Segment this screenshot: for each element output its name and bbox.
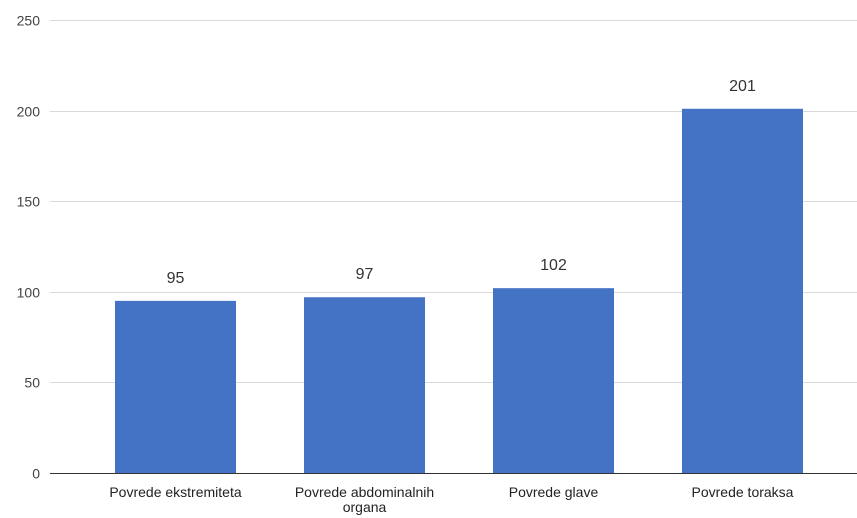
y-tick-label: 50 <box>24 375 40 391</box>
x-tick-label: Povrede abdominalnih <box>295 484 434 500</box>
data-label: 201 <box>729 78 756 95</box>
y-tick-label: 250 <box>17 13 41 29</box>
x-tick-label: Povrede toraksa <box>692 484 794 500</box>
x-tick-label: Povrede glave <box>509 484 599 500</box>
axis-layer: 0 50 100 150 200 250 <box>17 13 857 482</box>
y-tick-label: 0 <box>32 466 40 482</box>
bar <box>493 288 614 473</box>
x-tick-label: Povrede ekstremiteta <box>109 484 241 500</box>
data-label: 102 <box>540 257 567 274</box>
labels-layer: 95 Povrede ekstremiteta 97 Povrede abdomina… <box>109 78 793 515</box>
y-tick-label: 150 <box>17 194 41 210</box>
y-tick-label: 200 <box>17 104 41 120</box>
bar <box>115 300 236 473</box>
bars-layer <box>115 108 803 474</box>
data-label: 95 <box>167 270 185 287</box>
bar <box>304 297 425 473</box>
x-tick-label: organa <box>343 499 387 515</box>
y-tick-label: 100 <box>17 285 41 301</box>
data-label: 97 <box>356 266 374 283</box>
bar <box>682 108 803 474</box>
